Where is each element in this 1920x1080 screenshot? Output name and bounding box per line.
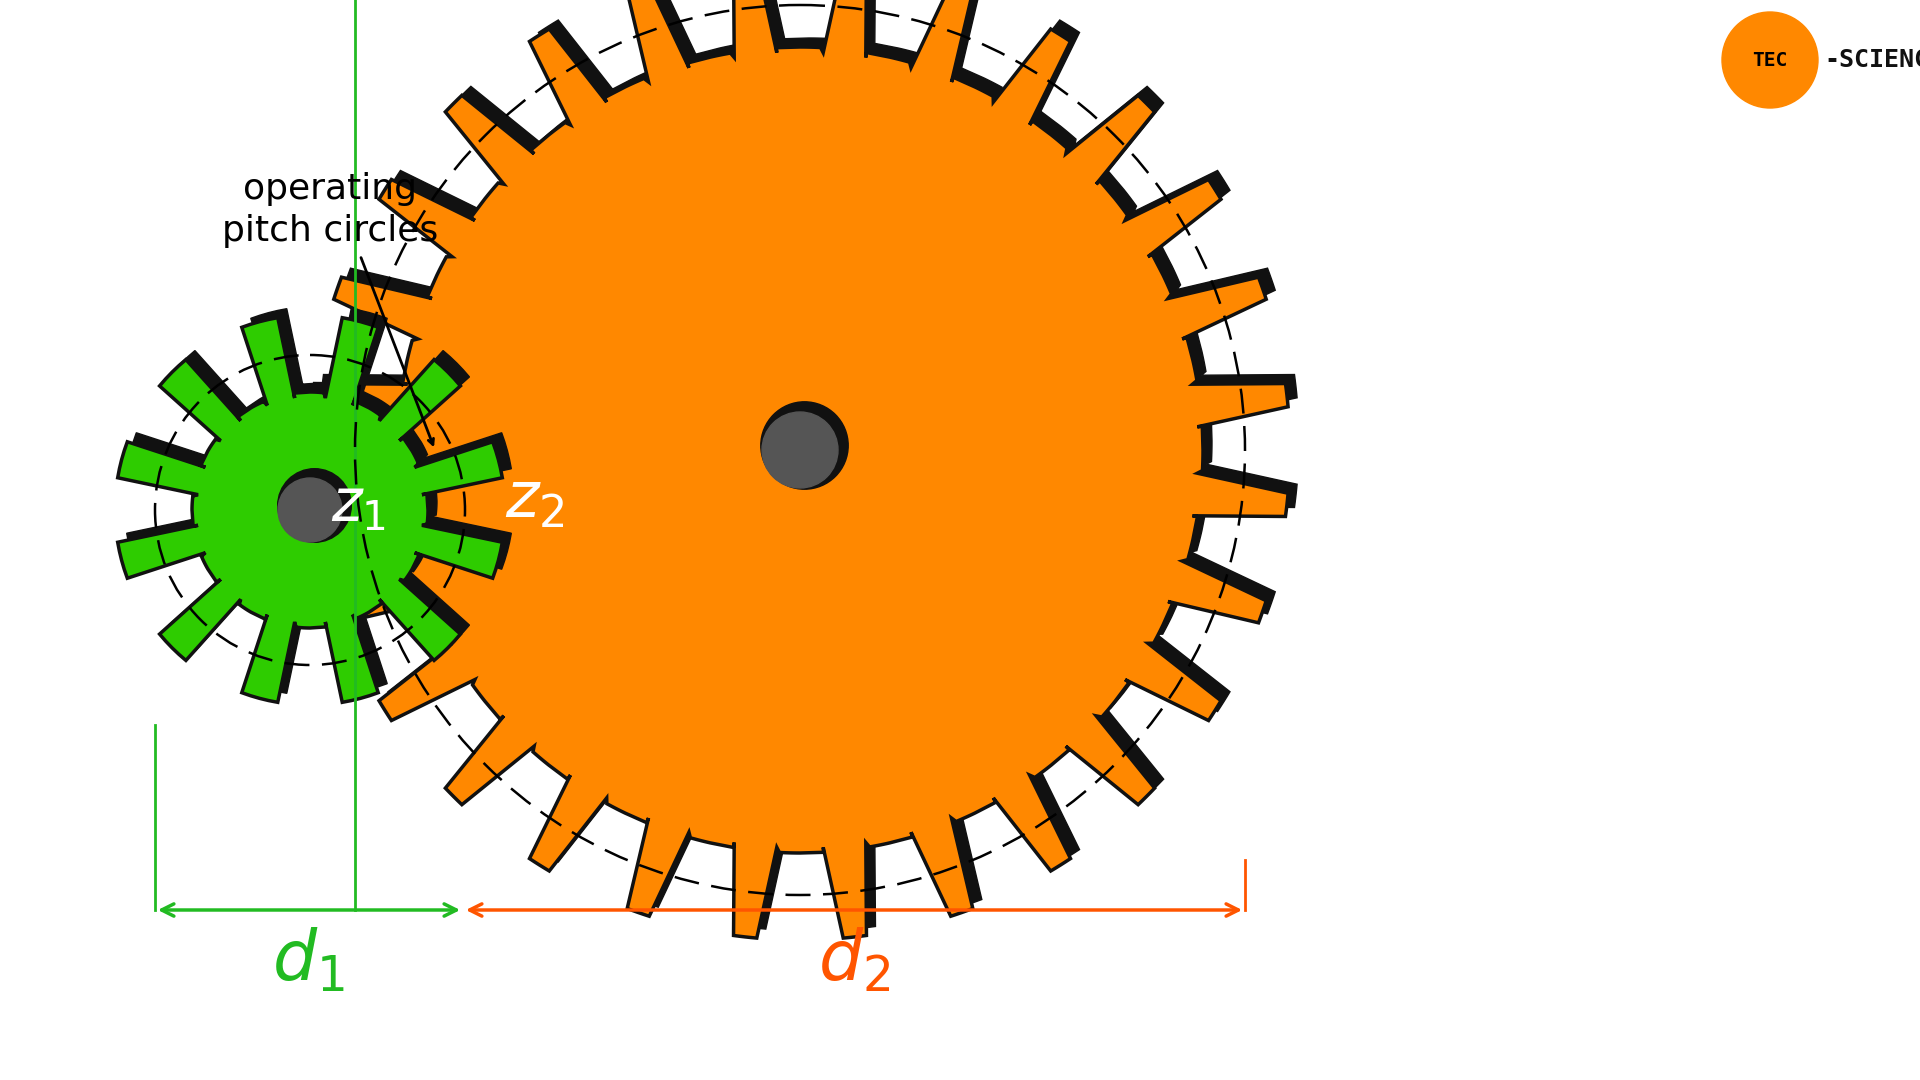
Polygon shape bbox=[321, 0, 1298, 929]
Text: $d_1$: $d_1$ bbox=[273, 926, 344, 995]
Polygon shape bbox=[311, 0, 1288, 939]
Text: $d_2$: $d_2$ bbox=[818, 926, 891, 995]
Text: TEC: TEC bbox=[1753, 51, 1788, 69]
Polygon shape bbox=[127, 309, 511, 693]
Circle shape bbox=[760, 402, 849, 489]
Circle shape bbox=[762, 411, 837, 488]
Text: operating
pitch circles: operating pitch circles bbox=[223, 172, 438, 248]
Circle shape bbox=[1722, 12, 1818, 108]
Text: $z_2$: $z_2$ bbox=[505, 469, 564, 531]
Circle shape bbox=[278, 469, 351, 542]
Circle shape bbox=[278, 478, 342, 542]
Polygon shape bbox=[117, 318, 503, 702]
Text: -SCIENCE: -SCIENCE bbox=[1824, 48, 1920, 72]
Text: $z_1$: $z_1$ bbox=[330, 476, 386, 534]
